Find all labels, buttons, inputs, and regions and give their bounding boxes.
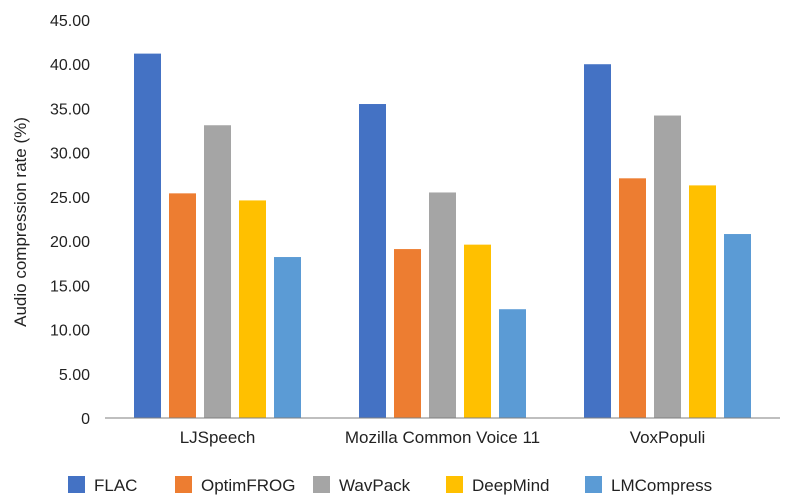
bar-wavpack-3: [654, 115, 681, 419]
y-tick-label: 35.00: [50, 101, 90, 118]
legend-label: DeepMind: [472, 476, 550, 495]
y-tick-label: 25.00: [50, 190, 90, 207]
y-tick-label: 5.00: [59, 367, 90, 384]
bars: [134, 53, 751, 419]
x-category-label: LJSpeech: [180, 428, 256, 447]
legend: FLAC OptimFROG WavPack DeepMind LMCompress: [68, 476, 712, 495]
legend-label: OptimFROG: [201, 476, 295, 495]
x-axis-categories: LJSpeech Mozilla Common Voice 11 VoxPopuli: [180, 428, 706, 447]
y-tick-label: 15.00: [50, 278, 90, 295]
legend-swatch-wavpack: [313, 476, 330, 493]
x-category-label: VoxPopuli: [630, 428, 706, 447]
legend-swatch-deepmind: [446, 476, 463, 493]
y-axis-title: Audio compression rate (%): [11, 117, 30, 327]
x-category-label: Mozilla Common Voice 11: [345, 428, 540, 447]
legend-swatch-lmcompress: [585, 476, 602, 493]
y-tick-label: 20.00: [50, 234, 90, 251]
y-tick-label: 10.00: [50, 323, 90, 340]
bar-flac-3: [584, 64, 611, 418]
y-tick-label: 40.00: [50, 57, 90, 74]
bar-lmcompress-1: [274, 257, 301, 418]
bar-optimfrog-1: [169, 193, 196, 418]
y-tick-label: 0: [81, 411, 90, 428]
bar-deepmind-1: [239, 200, 266, 418]
legend-label: FLAC: [94, 476, 137, 495]
legend-label: LMCompress: [611, 476, 712, 495]
bar-optimfrog-2: [394, 249, 421, 418]
bar-flac-2: [359, 104, 386, 419]
bar-lmcompress-2: [499, 309, 526, 418]
y-tick-label: 30.00: [50, 146, 90, 163]
bar-deepmind-3: [689, 185, 716, 418]
y-tick-label: 45.00: [50, 13, 90, 30]
bar-flac-1: [134, 53, 161, 419]
legend-swatch-flac: [68, 476, 85, 493]
legend-label: WavPack: [339, 476, 411, 495]
bar-lmcompress-3: [724, 234, 751, 418]
y-axis-ticks: 0 5.00 10.00 15.00 20.00 25.00 30.00 35.00 40.00…: [50, 13, 90, 428]
bar-optimfrog-3: [619, 178, 646, 418]
bar-wavpack-1: [204, 125, 231, 418]
legend-swatch-optimfrog: [175, 476, 192, 493]
bar-wavpack-2: [429, 192, 456, 418]
bar-deepmind-2: [464, 244, 491, 418]
